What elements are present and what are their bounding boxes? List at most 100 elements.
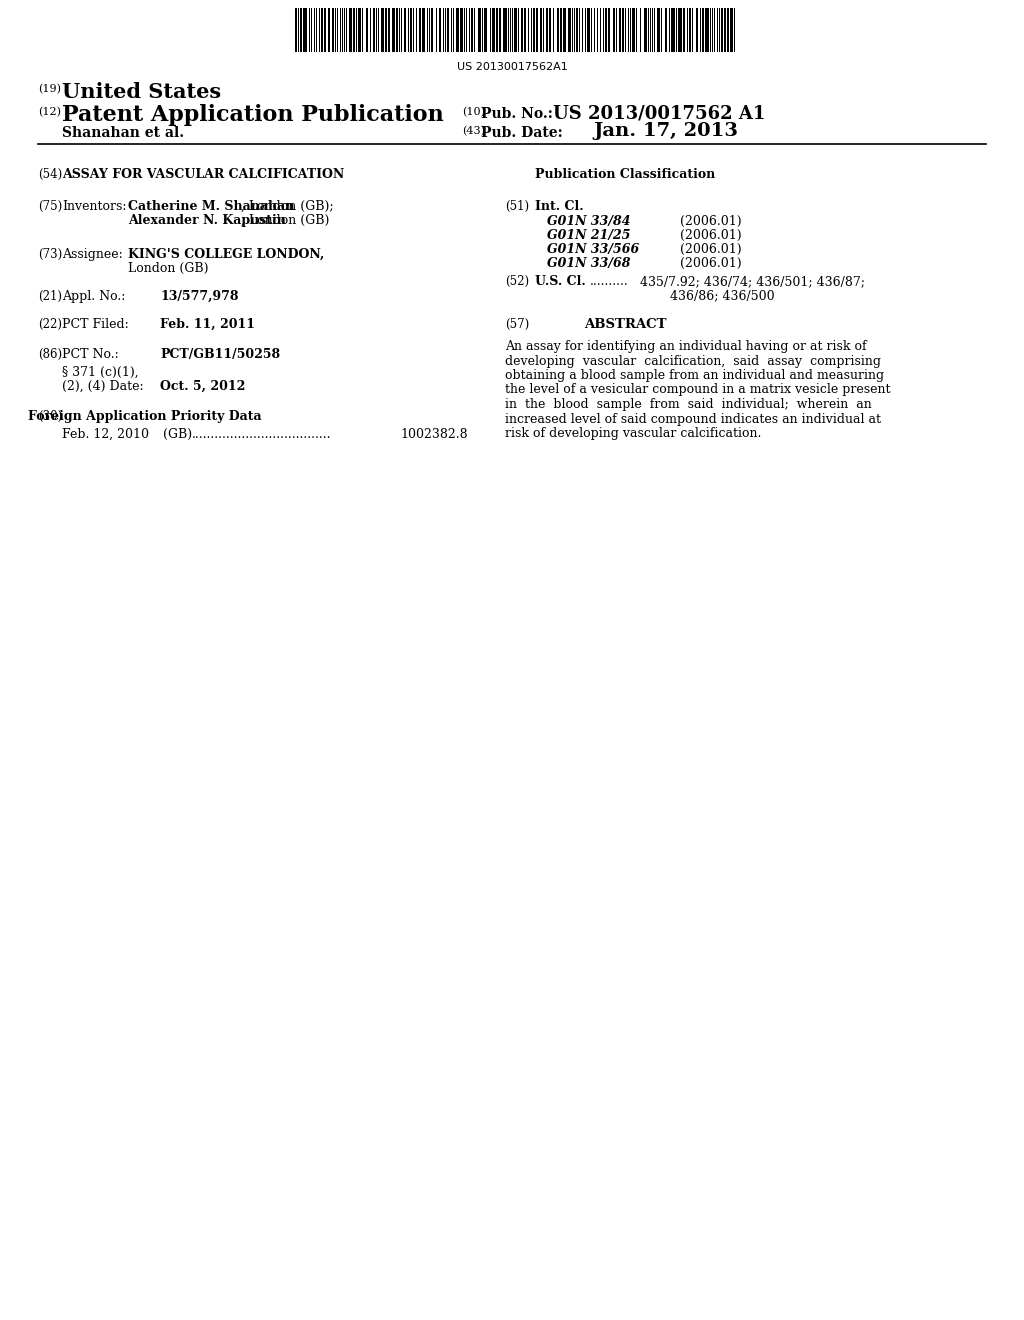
Bar xyxy=(396,8,398,51)
Text: § 371 (c)(1),: § 371 (c)(1), xyxy=(62,366,138,379)
Bar xyxy=(683,8,685,51)
Bar xyxy=(702,8,705,51)
Bar xyxy=(671,8,675,51)
Text: (51): (51) xyxy=(505,201,529,213)
Text: increased level of said compound indicates an individual at: increased level of said compound indicat… xyxy=(505,412,881,425)
Bar xyxy=(730,8,733,51)
Bar xyxy=(419,8,421,51)
Bar xyxy=(484,8,487,51)
Bar xyxy=(366,8,368,51)
Bar xyxy=(492,8,495,51)
Bar xyxy=(388,8,390,51)
Bar xyxy=(618,8,621,51)
Bar xyxy=(456,8,459,51)
Text: 1002382.8: 1002382.8 xyxy=(400,428,468,441)
Text: United States: United States xyxy=(62,82,221,102)
Bar xyxy=(358,8,361,51)
Bar xyxy=(514,8,517,51)
Text: Pub. No.:: Pub. No.: xyxy=(481,107,553,121)
Bar xyxy=(422,8,425,51)
Bar xyxy=(447,8,449,51)
Text: developing  vascular  calcification,  said  assay  comprising: developing vascular calcification, said … xyxy=(505,355,881,367)
Text: KING'S COLLEGE LONDON,: KING'S COLLEGE LONDON, xyxy=(128,248,325,261)
Bar xyxy=(410,8,412,51)
Text: in  the  blood  sample  from  said  individual;  wherein  an: in the blood sample from said individual… xyxy=(505,399,871,411)
Bar xyxy=(665,8,667,51)
Text: Alexander N. Kapustin: Alexander N. Kapustin xyxy=(128,214,286,227)
Bar xyxy=(460,8,463,51)
Text: risk of developing vascular calcification.: risk of developing vascular calcificatio… xyxy=(505,426,762,440)
Bar xyxy=(721,8,723,51)
Text: Pub. Date:: Pub. Date: xyxy=(481,125,563,140)
Bar xyxy=(385,8,387,51)
Bar xyxy=(689,8,691,51)
Bar xyxy=(678,8,682,51)
Text: (52): (52) xyxy=(505,275,529,288)
Bar xyxy=(431,8,433,51)
Bar xyxy=(381,8,384,51)
Text: (2006.01): (2006.01) xyxy=(680,215,741,228)
Text: Int. Cl.: Int. Cl. xyxy=(535,201,584,213)
Text: (2006.01): (2006.01) xyxy=(680,257,741,271)
Bar xyxy=(657,8,660,51)
Text: (73): (73) xyxy=(38,248,62,261)
Bar xyxy=(439,8,441,51)
Text: Assignee:: Assignee: xyxy=(62,248,123,261)
Bar xyxy=(540,8,542,51)
Bar xyxy=(404,8,406,51)
Text: (10): (10) xyxy=(462,107,485,117)
Text: obtaining a blood sample from an individual and measuring: obtaining a blood sample from an individ… xyxy=(505,370,884,381)
Text: (2006.01): (2006.01) xyxy=(680,228,741,242)
Text: 13/577,978: 13/577,978 xyxy=(160,290,239,304)
Text: G01N 33/84: G01N 33/84 xyxy=(547,215,631,228)
Bar xyxy=(575,8,578,51)
Bar xyxy=(563,8,566,51)
Bar xyxy=(328,8,330,51)
Bar xyxy=(471,8,473,51)
Bar xyxy=(622,8,624,51)
Text: (12): (12) xyxy=(38,107,61,117)
Bar xyxy=(295,8,297,51)
Bar xyxy=(324,8,326,51)
Bar xyxy=(303,8,307,51)
Text: Feb. 11, 2011: Feb. 11, 2011 xyxy=(160,318,255,331)
Text: 435/7.92; 436/74; 436/501; 436/87;: 435/7.92; 436/74; 436/501; 436/87; xyxy=(640,275,865,288)
Text: , London (GB);: , London (GB); xyxy=(242,201,334,213)
Bar xyxy=(705,8,709,51)
Text: Patent Application Publication: Patent Application Publication xyxy=(62,104,443,125)
Text: US 20130017562A1: US 20130017562A1 xyxy=(457,62,567,73)
Text: Catherine M. Shanahan: Catherine M. Shanahan xyxy=(128,201,294,213)
Bar xyxy=(727,8,729,51)
Bar xyxy=(524,8,526,51)
Bar xyxy=(613,8,615,51)
Text: the level of a vesicular compound in a matrix vesicle present: the level of a vesicular compound in a m… xyxy=(505,384,891,396)
Text: (30): (30) xyxy=(38,411,62,422)
Bar xyxy=(644,8,647,51)
Bar xyxy=(499,8,501,51)
Text: PCT No.:: PCT No.: xyxy=(62,348,119,360)
Text: Oct. 5, 2012: Oct. 5, 2012 xyxy=(160,380,246,393)
Text: (2), (4) Date:: (2), (4) Date: xyxy=(62,380,143,393)
Bar xyxy=(521,8,523,51)
Text: ....................................: .................................... xyxy=(193,428,332,441)
Text: ..........: .......... xyxy=(590,275,629,288)
Text: (86): (86) xyxy=(38,348,62,360)
Text: PCT Filed:: PCT Filed: xyxy=(62,318,129,331)
Text: (54): (54) xyxy=(38,168,62,181)
Bar xyxy=(349,8,352,51)
Text: US 2013/0017562 A1: US 2013/0017562 A1 xyxy=(553,104,765,121)
Text: (2006.01): (2006.01) xyxy=(680,243,741,256)
Text: London (GB): London (GB) xyxy=(128,261,209,275)
Bar xyxy=(549,8,551,51)
Text: ABSTRACT: ABSTRACT xyxy=(584,318,667,331)
Bar xyxy=(332,8,334,51)
Text: Foreign Application Priority Data: Foreign Application Priority Data xyxy=(29,411,262,422)
Text: (75): (75) xyxy=(38,201,62,213)
Text: (GB): (GB) xyxy=(163,428,193,441)
Text: , London (GB): , London (GB) xyxy=(242,214,330,227)
Text: G01N 33/68: G01N 33/68 xyxy=(547,257,631,271)
Text: (21): (21) xyxy=(38,290,62,304)
Bar xyxy=(373,8,375,51)
Bar xyxy=(632,8,635,51)
Bar xyxy=(478,8,481,51)
